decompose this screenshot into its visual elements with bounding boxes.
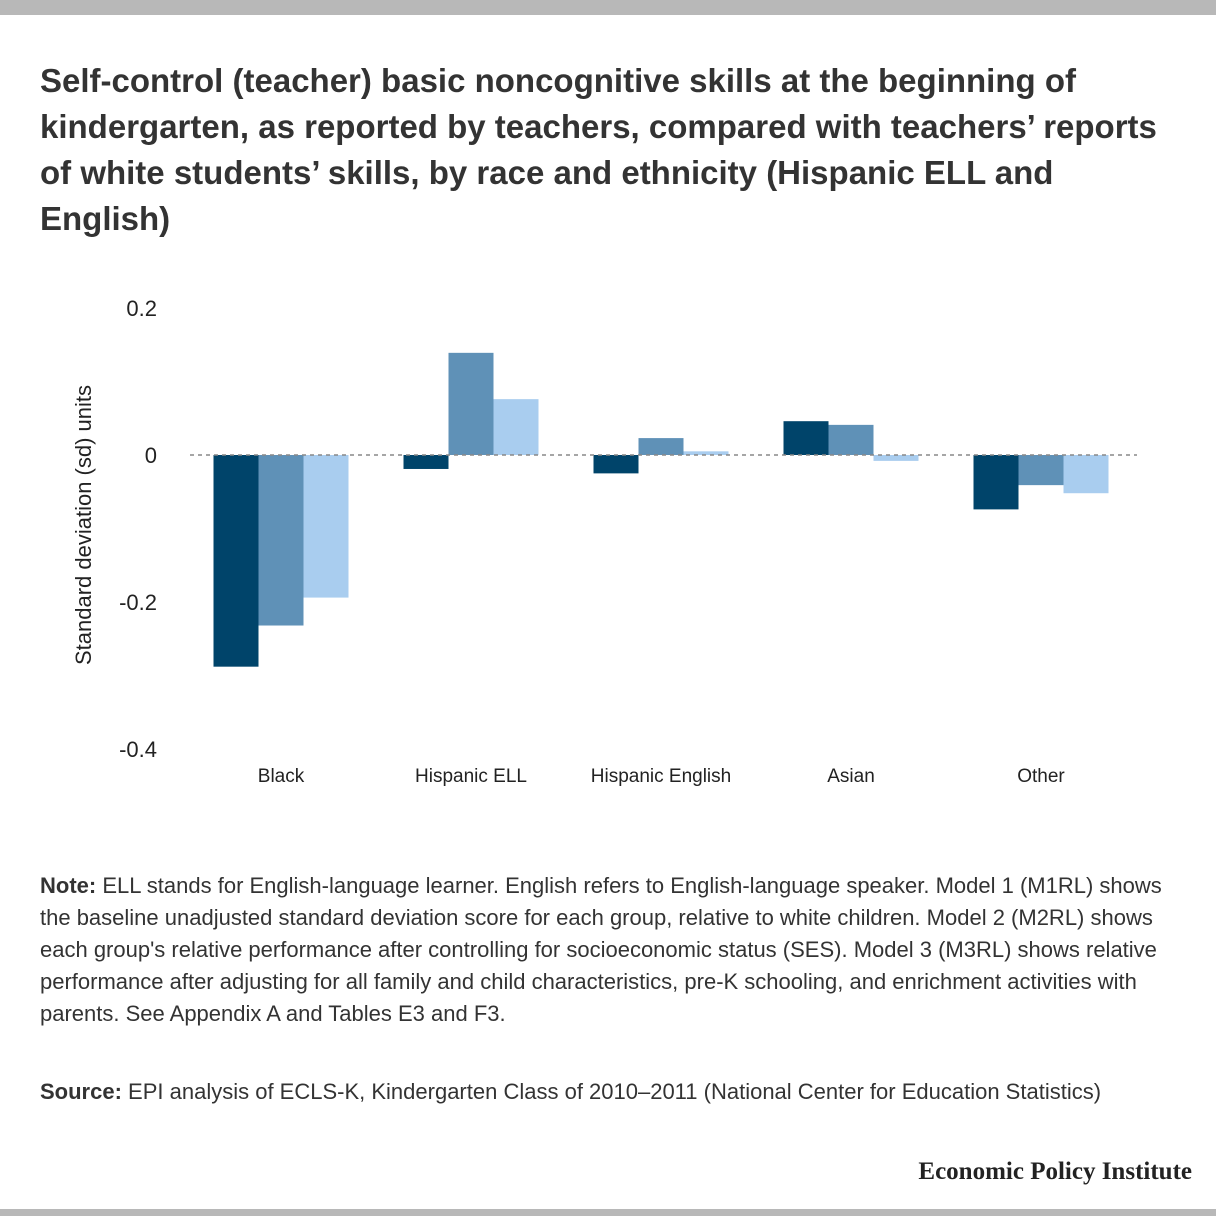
note-text: ELL stands for English-language learner.… [40, 873, 1162, 1026]
y-tick-label: 0 [145, 443, 157, 468]
bar [258, 455, 304, 626]
chart: Standard deviation (sd) units 0.2 0 -0.2 -0… [71, 296, 1137, 762]
bar [303, 455, 349, 598]
bar [593, 455, 639, 474]
bar [828, 424, 874, 455]
bar [873, 455, 919, 461]
source-text: EPI analysis of ECLS-K, Kindergarten Cla… [128, 1079, 1102, 1104]
bar [448, 352, 494, 455]
x-tick-label: Hispanic English [590, 766, 732, 787]
chart-title: Self-control (teacher) basic noncognitiv… [40, 62, 1157, 237]
x-tick-label: Other [1017, 766, 1065, 787]
bar [783, 421, 829, 455]
top-rule [0, 0, 1216, 15]
y-tick-label: -0.4 [119, 737, 157, 762]
source: Source: EPI analysis of ECLS-K, Kinderga… [40, 1076, 1180, 1108]
bar [403, 455, 449, 469]
bar [213, 455, 259, 667]
source-label: Source: [40, 1079, 122, 1104]
bar [638, 438, 684, 455]
x-tick-label: Asian [827, 766, 875, 787]
branding: Economic Policy Institute [918, 1158, 1192, 1185]
bar [973, 455, 1019, 510]
x-tick-label: Black [257, 766, 305, 787]
y-tick-label: -0.2 [119, 590, 157, 615]
y-tick-label: 0.2 [126, 296, 157, 321]
bar [683, 451, 729, 455]
x-tick-label: Hispanic ELL [415, 766, 527, 787]
bar [1063, 455, 1109, 494]
y-axis-label: Standard deviation (sd) units [71, 385, 96, 665]
bottom-rule [0, 1209, 1216, 1216]
note: Note: ELL stands for English-language le… [40, 870, 1180, 1030]
note-label: Note: [40, 873, 97, 898]
bar [493, 399, 539, 455]
bar [1018, 455, 1064, 486]
